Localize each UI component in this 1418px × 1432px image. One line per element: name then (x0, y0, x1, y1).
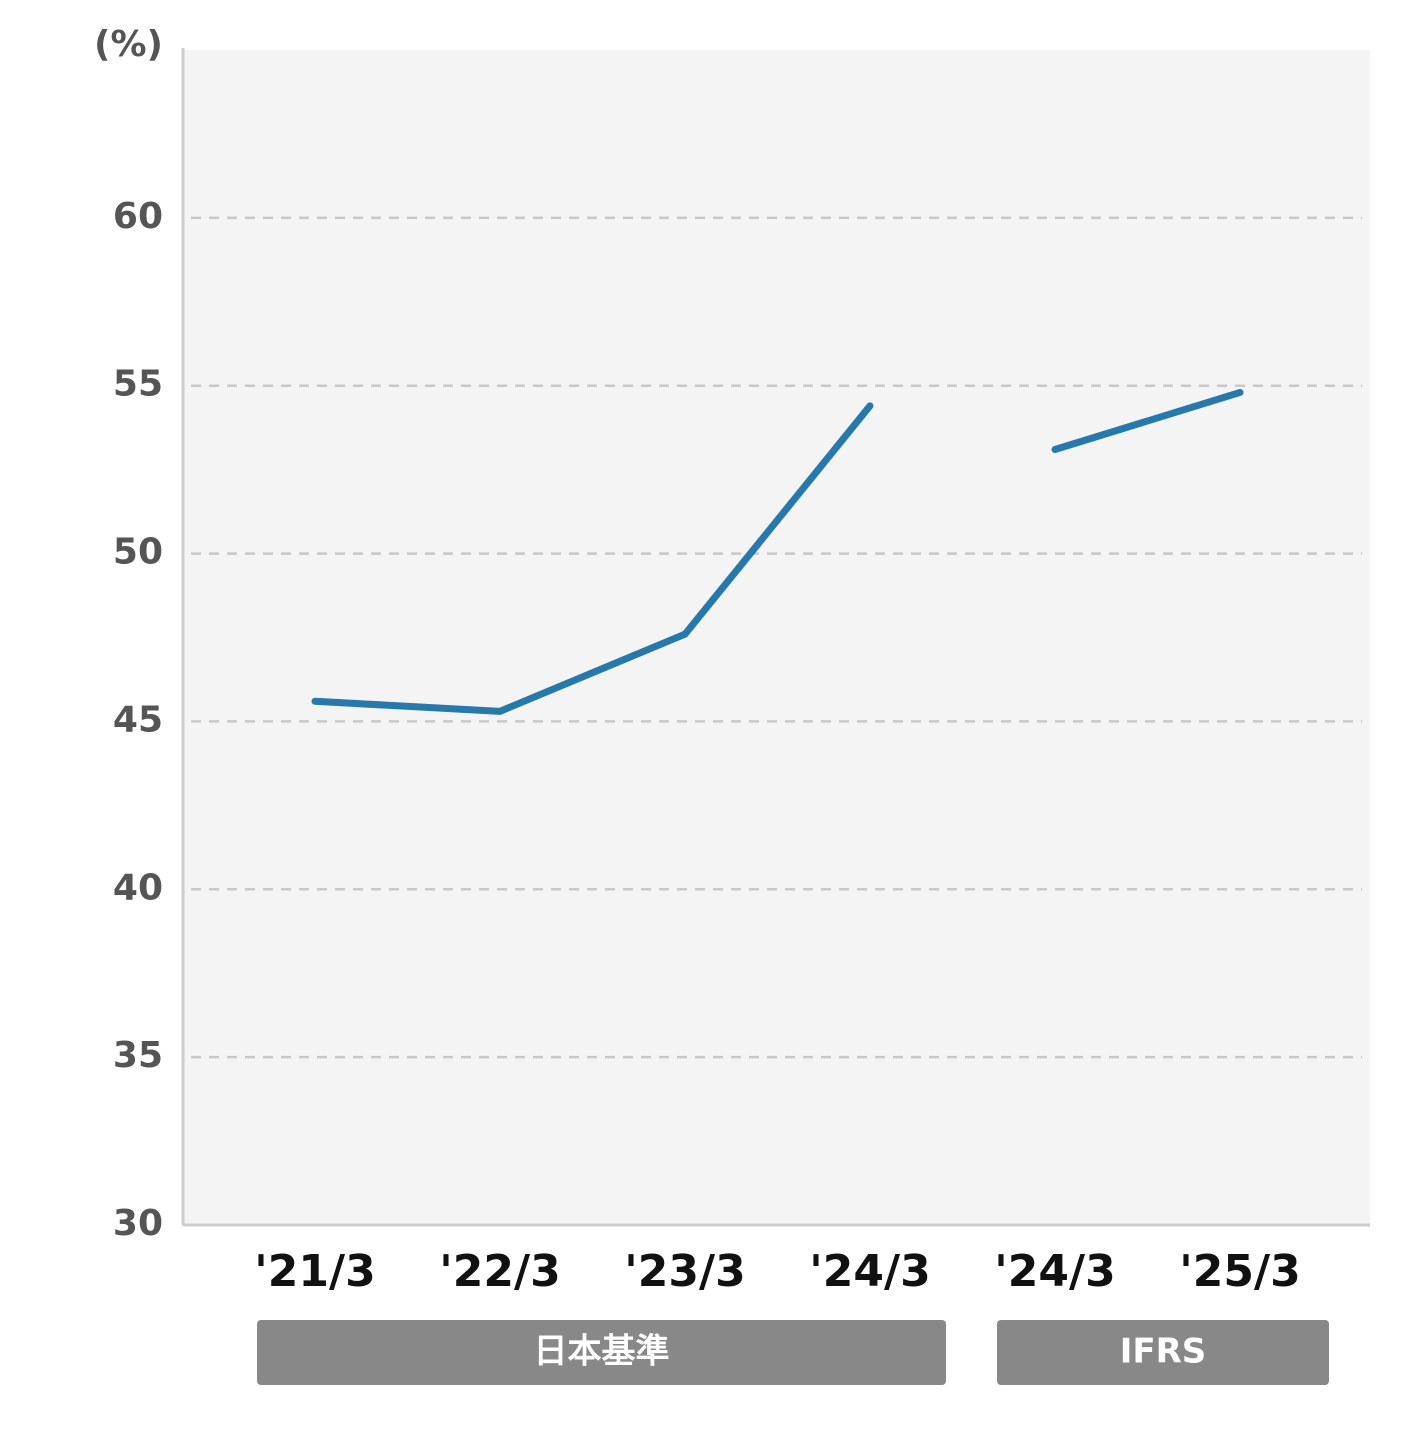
y-tick-label: 60 (113, 196, 163, 237)
x-tick-label: '22/3 (439, 1246, 560, 1297)
x-tick-label: '21/3 (254, 1246, 375, 1297)
y-tick-label: 45 (113, 699, 163, 740)
x-tick-label: '24/3 (994, 1246, 1115, 1297)
x-tick-label: '24/3 (809, 1246, 930, 1297)
group-label: IFRS (1120, 1332, 1207, 1372)
y-tick-label: 30 (113, 1203, 163, 1244)
x-tick-label: '23/3 (624, 1246, 745, 1297)
y-tick-label: 55 (113, 364, 163, 405)
group-box (257, 1320, 946, 1385)
line (1051, 388, 1244, 453)
y-tick-label: 50 (113, 532, 163, 573)
y-unit: (%) (94, 24, 163, 65)
group-label: 日本基準 (534, 1332, 670, 1372)
y-tick-label: 35 (113, 1035, 163, 1076)
plot-area (183, 50, 1370, 1225)
group-box (997, 1320, 1329, 1385)
x-tick-label: '25/3 (1179, 1246, 1300, 1297)
line (311, 402, 874, 715)
y-tick-label: 40 (113, 867, 163, 908)
